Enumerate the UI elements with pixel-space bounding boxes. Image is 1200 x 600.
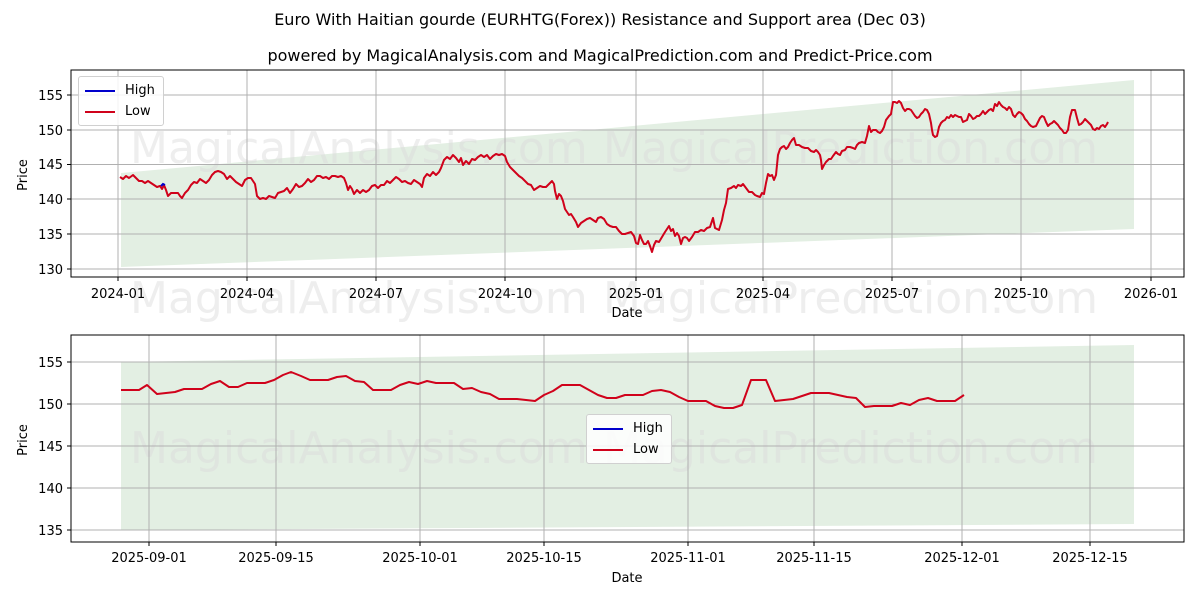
- y-tick-label: 135: [38, 228, 63, 243]
- low-price-line-bottom: [121, 371, 965, 409]
- chart-subtitle: powered by MagicalAnalysis.com and Magic…: [267, 46, 933, 65]
- high-line-swatch-icon: [85, 89, 115, 92]
- y-axis-label: Price: [16, 424, 31, 456]
- high-price-line-top: [160, 182, 166, 187]
- x-tick-label: 2025-11-01: [650, 551, 726, 566]
- bottom-axes-frame: [70, 334, 1185, 543]
- x-tick-label: 2025-04: [736, 287, 790, 302]
- legend-label-low: Low: [125, 104, 151, 119]
- high-line-swatch-icon: [593, 427, 623, 430]
- watermark-analysis: MagicalAnalysis.com: [130, 423, 588, 474]
- bottom-plot: MagicalAnalysis.com MagicalPrediction.co…: [16, 334, 1185, 586]
- legend-item-low: Low: [85, 101, 155, 122]
- x-tick-label: 2024-10: [478, 287, 532, 302]
- x-tick-label: 2025-01: [609, 287, 663, 302]
- x-tick-label: 2024-01: [91, 287, 145, 302]
- low-line-swatch-icon: [593, 448, 623, 451]
- y-tick-label: 140: [38, 482, 63, 497]
- y-tick-label: 135: [38, 524, 63, 539]
- x-axis-label: Date: [611, 306, 642, 321]
- x-tick-label: 2025-11-15: [776, 551, 852, 566]
- y-tick-label: 130: [38, 263, 63, 278]
- x-tick-label: 2025-12-15: [1052, 551, 1128, 566]
- watermark-analysis: MagicalAnalysis.com: [130, 123, 588, 174]
- legend-label-high: High: [633, 421, 663, 436]
- y-tick-label: 155: [38, 89, 63, 104]
- x-tick-label: 2025-09-15: [238, 551, 314, 566]
- y-tick-label: 140: [38, 193, 63, 208]
- x-tick-label: 2024-04: [220, 287, 274, 302]
- watermark-prediction: MagicalPrediction.com: [603, 123, 1098, 174]
- x-tick-label: 2024-07: [349, 287, 403, 302]
- watermark-prediction: MagicalPrediction.com: [603, 423, 1098, 474]
- top-plot: MagicalAnalysis.com MagicalPrediction.co…: [16, 69, 1185, 324]
- legend-bottom: High Low: [586, 414, 672, 464]
- legend-item-high: High: [593, 418, 663, 439]
- watermark-prediction-2: MagicalPrediction.com: [603, 273, 1098, 324]
- chart-title: Euro With Haitian gourde (EURHTG(Forex))…: [274, 10, 926, 29]
- watermark-analysis-2: MagicalAnalysis.com: [130, 273, 588, 324]
- x-tick-label: 2025-12-01: [924, 551, 1000, 566]
- y-tick-label: 150: [38, 124, 63, 139]
- low-price-line-top: [119, 100, 1109, 253]
- legend-top: High Low: [78, 76, 164, 126]
- x-axis-label: Date: [611, 571, 642, 586]
- x-tick-label: 2025-10: [994, 287, 1048, 302]
- legend-label-high: High: [125, 83, 155, 98]
- y-tick-label: 145: [38, 158, 63, 173]
- legend-label-low: Low: [633, 442, 659, 457]
- x-tick-label: 2025-09-01: [111, 551, 187, 566]
- x-tick-label: 2025-07: [865, 287, 919, 302]
- x-tick-label: 2025-10-01: [382, 551, 458, 566]
- legend-item-high: High: [85, 80, 155, 101]
- y-tick-label: 155: [38, 356, 63, 371]
- x-tick-label: 2026-01: [1124, 287, 1178, 302]
- y-tick-label: 145: [38, 440, 63, 455]
- x-tick-label: 2025-10-15: [506, 551, 582, 566]
- y-tick-label: 150: [38, 398, 63, 413]
- top-axes-frame: [70, 69, 1185, 278]
- support-resistance-band: [121, 80, 1134, 267]
- legend-item-low: Low: [593, 439, 663, 460]
- y-axis-label: Price: [16, 159, 31, 191]
- low-line-swatch-icon: [85, 110, 115, 113]
